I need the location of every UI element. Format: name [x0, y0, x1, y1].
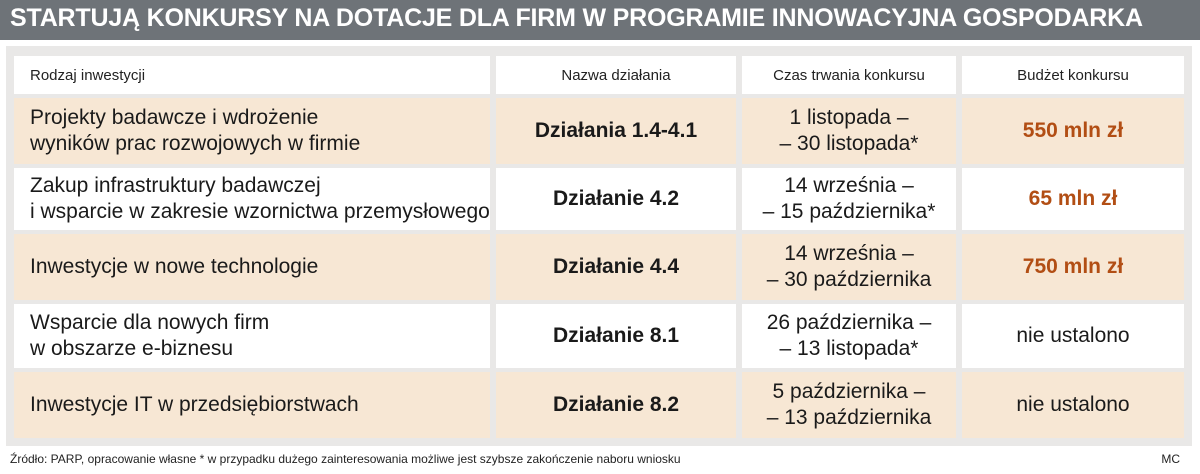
row-4-type-line-1: Wsparcie dla nowych firm	[30, 311, 270, 334]
table-row-1-budget: 550 mln zł	[962, 98, 1184, 164]
table-row-1-action: Działania 1.4-4.1	[496, 98, 736, 164]
table-row-4-action: Działanie 8.1	[496, 304, 736, 368]
table-row-3-action: Działanie 4.4	[496, 234, 736, 300]
row-4-time-line-2: – 13 listopada*	[779, 337, 919, 360]
table-row-5-action: Działanie 8.2	[496, 372, 736, 438]
row-3-time-line-2: – 30 października	[766, 268, 932, 291]
author-credit: MC	[1161, 452, 1180, 466]
row-4-type-line-2: w obszarze e-biznesu	[30, 337, 234, 360]
table-row-5-budget: nie ustalono	[962, 372, 1184, 438]
table-footer: Źródło: PARP, opracowanie własne * w prz…	[10, 452, 1190, 470]
row-2-time-line-1: 14 września –	[784, 174, 914, 197]
column-header-investment-type: Rodzaj inwestycji	[14, 56, 490, 94]
column-header-action-name: Nazwa działania	[496, 56, 736, 94]
row-1-type-line-1: Projekty badawcze i wdrożenie	[30, 106, 319, 129]
row-2-type-line-2: i wsparcie w zakresie wzornictwa przemys…	[30, 200, 490, 223]
table-row-3-duration: 14 września – – 30 października	[742, 234, 956, 300]
table-row-5-duration: 5 października – – 13 października	[742, 372, 956, 438]
table-row-4-duration: 26 października – – 13 listopada*	[742, 304, 956, 368]
column-header-duration: Czas trwania konkursu	[742, 56, 956, 94]
table-title: STARTUJĄ KONKURSY NA DOTACJE DLA FIRM W …	[0, 0, 1200, 40]
table-row-2-investment-type: Zakup infrastruktury badawczej i wsparci…	[14, 168, 490, 230]
row-5-time-line-1: 5 października –	[772, 380, 926, 403]
column-header-budget: Budżet konkursu	[962, 56, 1184, 94]
row-4-time-line-1: 26 października –	[766, 311, 932, 334]
investment-table: Rodzaj inwestycji Nazwa działania Czas t…	[6, 46, 1192, 446]
row-5-time-line-2: – 13 października	[766, 406, 932, 429]
row-2-type-line-1: Zakup infrastruktury badawczej	[30, 174, 321, 197]
table-row-3-budget: 750 mln zł	[962, 234, 1184, 300]
table-row-2-duration: 14 września – – 15 października*	[742, 168, 956, 230]
table-row-4-investment-type: Wsparcie dla nowych firm w obszarze e-bi…	[14, 304, 490, 368]
table-row-1-duration: 1 listopada – – 30 listopada*	[742, 98, 956, 164]
source-note: Źródło: PARP, opracowanie własne * w prz…	[10, 452, 681, 466]
table-row-2-budget: 65 mln zł	[962, 168, 1184, 230]
table-row-3-investment-type: Inwestycje w nowe technologie	[14, 234, 490, 300]
row-3-type-line-1: Inwestycje w nowe technologie	[30, 255, 319, 278]
row-2-time-line-2: – 15 października*	[762, 200, 936, 223]
table-row-4-budget: nie ustalono	[962, 304, 1184, 368]
row-1-time-line-1: 1 listopada –	[789, 106, 909, 129]
table-row-5-investment-type: Inwestycje IT w przedsiębiorstwach	[14, 372, 490, 438]
row-1-type-line-2: wyników prac rozwojowych w firmie	[30, 132, 361, 155]
row-3-time-line-1: 14 września –	[784, 242, 914, 265]
table-row-1-investment-type: Projekty badawcze i wdrożenie wyników pr…	[14, 98, 490, 164]
row-1-time-line-2: – 30 listopada*	[779, 132, 919, 155]
table-row-2-action: Działanie 4.2	[496, 168, 736, 230]
row-5-type-line-1: Inwestycje IT w przedsiębiorstwach	[30, 393, 359, 416]
